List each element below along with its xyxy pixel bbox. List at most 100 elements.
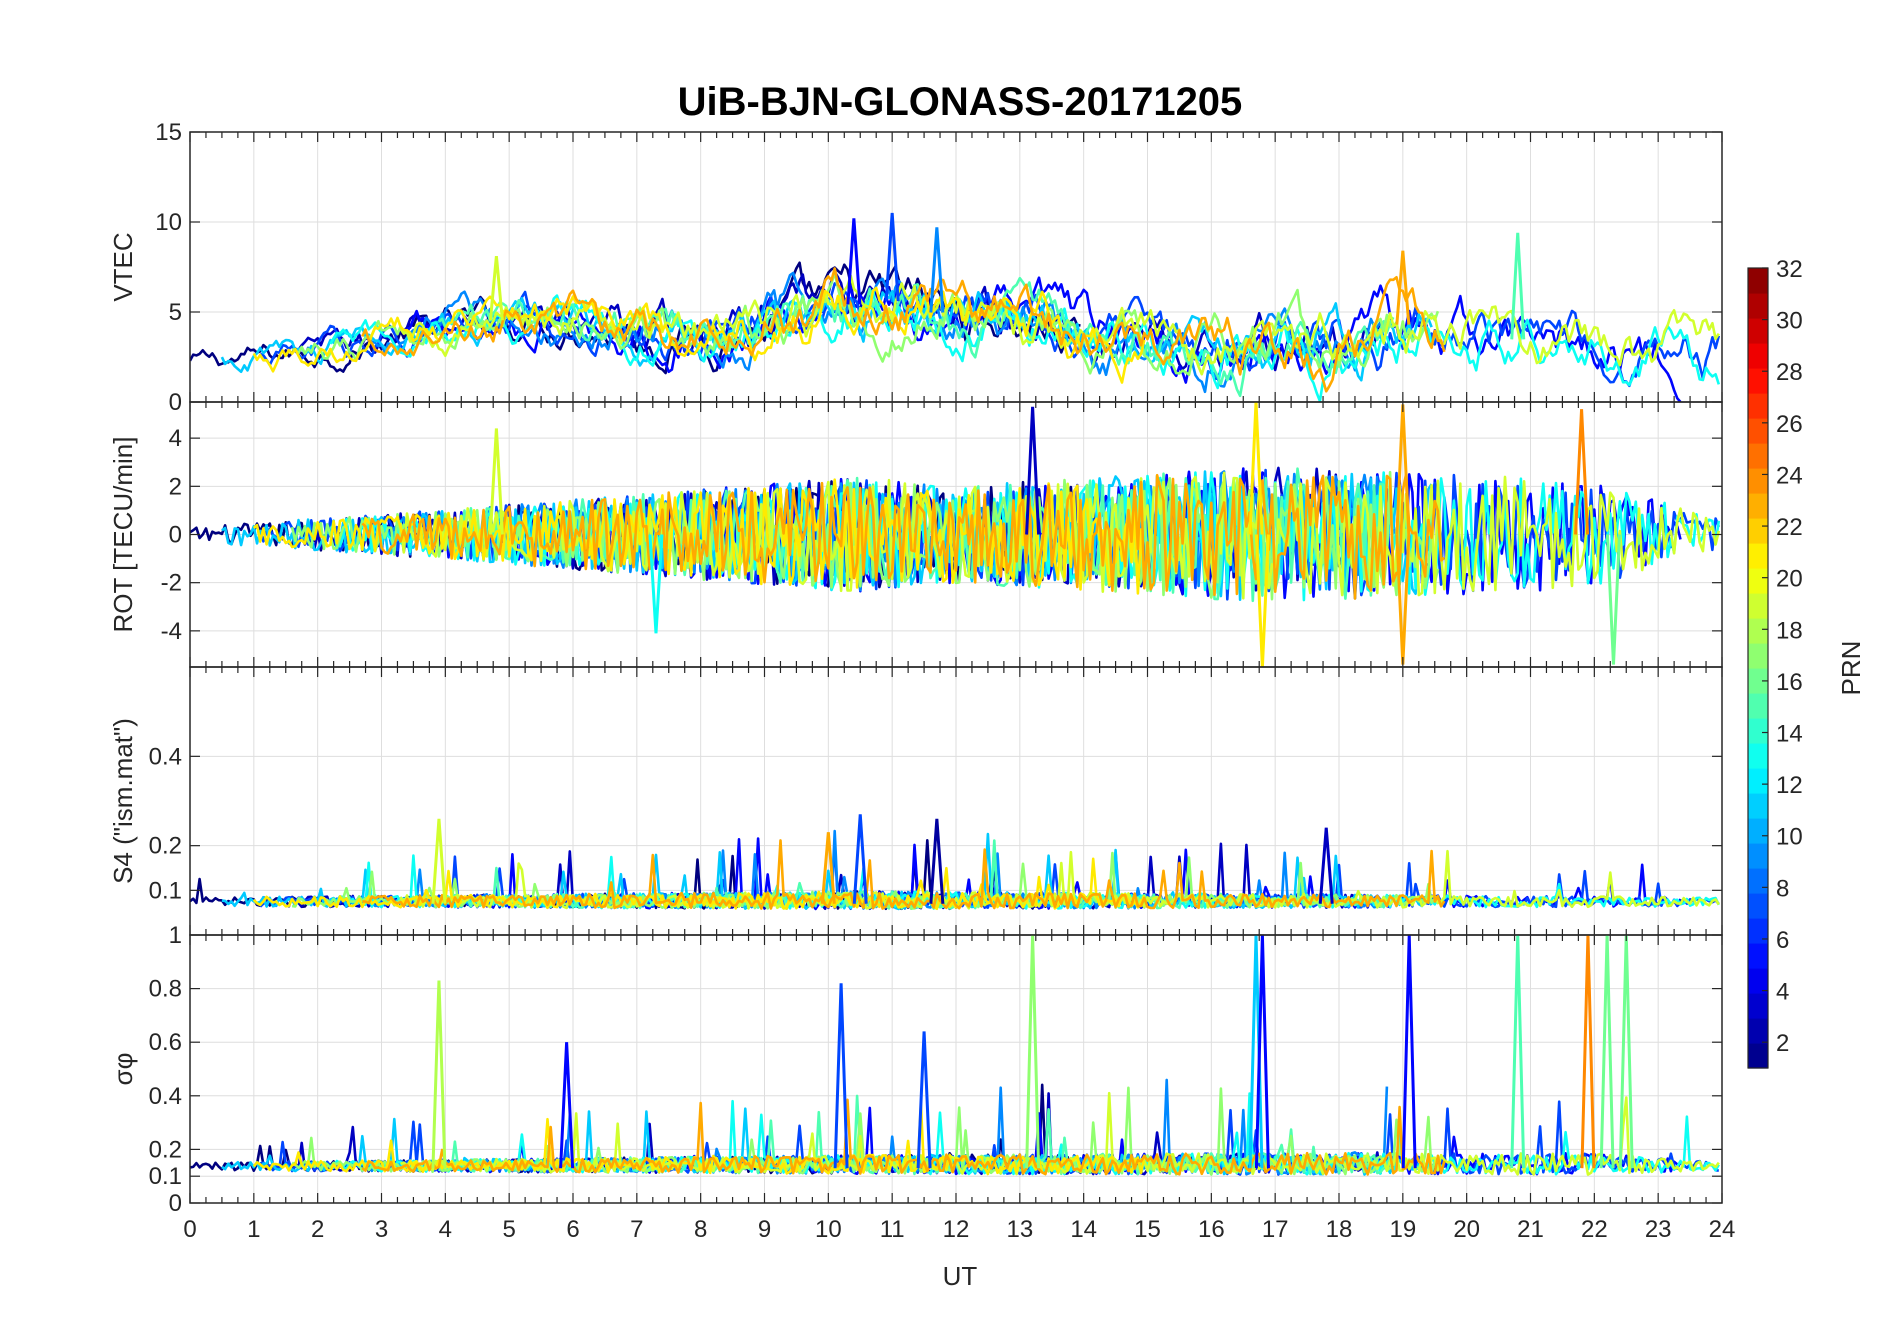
colorbar-tick-label: 24 <box>1776 462 1803 489</box>
x-tick-label: 12 <box>943 1216 970 1243</box>
vtec-peak <box>488 256 504 321</box>
x-tick-label: 16 <box>1198 1216 1225 1243</box>
colorbar-segment <box>1748 718 1768 744</box>
chart-title: UiB-BJN-GLONASS-20171205 <box>678 80 1243 124</box>
rot-y-tick-label: 4 <box>169 425 182 452</box>
rot-peak <box>1025 406 1041 535</box>
s4-peak <box>1318 827 1334 904</box>
sigma-y-tick-label: 0.2 <box>149 1136 182 1163</box>
x-tick-label: 18 <box>1326 1216 1353 1243</box>
rot-peak <box>1574 409 1590 535</box>
vtec-y-tick-label: 5 <box>169 299 182 326</box>
colorbar-segment <box>1748 743 1768 769</box>
rot-peak <box>1605 534 1621 665</box>
x-tick-label: 11 <box>880 1216 905 1243</box>
panel-rot: -4 -2 0 2 4 ROT [TECU/min] <box>108 401 1723 668</box>
sigma-peak <box>1248 935 1264 1169</box>
rot-peak <box>1248 402 1264 535</box>
s4-peak <box>852 814 868 904</box>
colorbar-segment <box>1748 1018 1768 1044</box>
rot-peak <box>648 534 664 634</box>
rot-y-tick-label: 2 <box>169 473 182 500</box>
colorbar-segment <box>1748 843 1768 869</box>
s4-y-tick-label: 0.2 <box>149 833 182 860</box>
rot-y-tick-label: 0 <box>169 522 182 549</box>
vtec-series <box>190 212 1721 402</box>
colorbar-segment <box>1748 918 1768 944</box>
sigma-y-tick-label: 0.1 <box>149 1163 182 1190</box>
vtec-peak <box>1510 232 1526 340</box>
colorbar-label: PRN <box>1836 641 1866 696</box>
x-tick-label: 7 <box>630 1216 643 1243</box>
sigma-y-tick-label: 0.8 <box>149 976 182 1003</box>
sigma-peak <box>1618 935 1634 1169</box>
sigma-peak <box>1510 935 1526 1169</box>
s4-y-axis-label: S4 ("ism.mat") <box>108 718 138 884</box>
x-tick-label: 22 <box>1581 1216 1608 1243</box>
sigma-peak <box>1580 935 1596 1169</box>
colorbar-segment <box>1748 1043 1768 1069</box>
colorbar-segment <box>1748 643 1768 669</box>
x-tick-label: 15 <box>1134 1216 1161 1243</box>
s4-series-line-prn-23 <box>362 839 1446 910</box>
colorbar-tick-label: 22 <box>1776 514 1803 541</box>
sigma-peak <box>916 1031 932 1169</box>
x-tick-labels: 0 1 2 3 4 5 6 7 8 9 10 11 12 13 14 15 16 17 18 19 20 21 22 23 24 <box>183 1216 1735 1243</box>
colorbar-segment <box>1748 968 1768 994</box>
colorbar-segment <box>1748 393 1768 419</box>
rot-series <box>190 402 1721 667</box>
sigma-y-tick-label: 0 <box>169 1190 182 1217</box>
colorbar-segment <box>1748 793 1768 819</box>
x-tick-label: 10 <box>815 1216 842 1243</box>
s4-peak <box>820 832 836 904</box>
colorbar-segment <box>1748 268 1768 294</box>
sigma-x-ticks <box>189 935 1723 1203</box>
vtec-peak <box>929 227 945 313</box>
x-tick-label: 3 <box>375 1216 388 1243</box>
vtec-peak <box>1395 250 1411 325</box>
x-tick-label: 19 <box>1389 1216 1416 1243</box>
vtec-y-tick-label: 10 <box>155 209 182 236</box>
vtec-y-axis-label: VTEC <box>108 232 138 301</box>
colorbar-segment <box>1748 443 1768 469</box>
colorbar-segment <box>1748 593 1768 619</box>
colorbar-segment <box>1748 868 1768 894</box>
colorbar-segment <box>1748 318 1768 344</box>
colorbar-tick-label: 26 <box>1776 411 1803 438</box>
colorbar-segment <box>1748 293 1768 319</box>
sigma-y-tick-label: 0.4 <box>149 1083 182 1110</box>
x-tick-label: 21 <box>1517 1216 1544 1243</box>
x-tick-label: 17 <box>1262 1216 1289 1243</box>
colorbar-segment <box>1748 418 1768 444</box>
panel-s4: 0.1 0.2 0.4 S4 ("ism.mat") <box>108 666 1723 936</box>
colorbar-segment <box>1748 768 1768 794</box>
colorbar-tick-label: 28 <box>1776 359 1803 386</box>
sigma-peak <box>559 1042 575 1169</box>
colorbar-segment <box>1748 343 1768 369</box>
vtec-series-line-prn-21 <box>252 286 1146 384</box>
colorbar-segment <box>1748 368 1768 394</box>
s4-series <box>190 814 1720 911</box>
vtec-y-tick-label: 0 <box>169 389 182 416</box>
sigma-peak <box>833 983 849 1169</box>
rot-y-axis-label: ROT [TECU/min] <box>108 437 138 633</box>
colorbar-tick-label: 2 <box>1776 1030 1789 1057</box>
colorbar-tick-label: 30 <box>1776 308 1803 335</box>
s4-peak <box>431 818 447 904</box>
colorbar-segment <box>1748 893 1768 919</box>
sigma-series <box>190 935 1720 1176</box>
x-tick-label: 0 <box>183 1216 196 1243</box>
sigma-peak <box>1025 935 1041 1169</box>
x-tick-label: 20 <box>1453 1216 1480 1243</box>
sigma-peak <box>1401 935 1417 1169</box>
colorbar-segment <box>1748 518 1768 544</box>
colorbar-tick-label: 14 <box>1776 721 1803 748</box>
vtec-series-line-prn-5 <box>406 276 1682 402</box>
sigma-peak <box>431 980 447 1169</box>
rot-peak <box>1254 534 1270 667</box>
vtec-x-ticks <box>189 132 1723 402</box>
sigma-y-tick-label: 0.6 <box>149 1029 182 1056</box>
